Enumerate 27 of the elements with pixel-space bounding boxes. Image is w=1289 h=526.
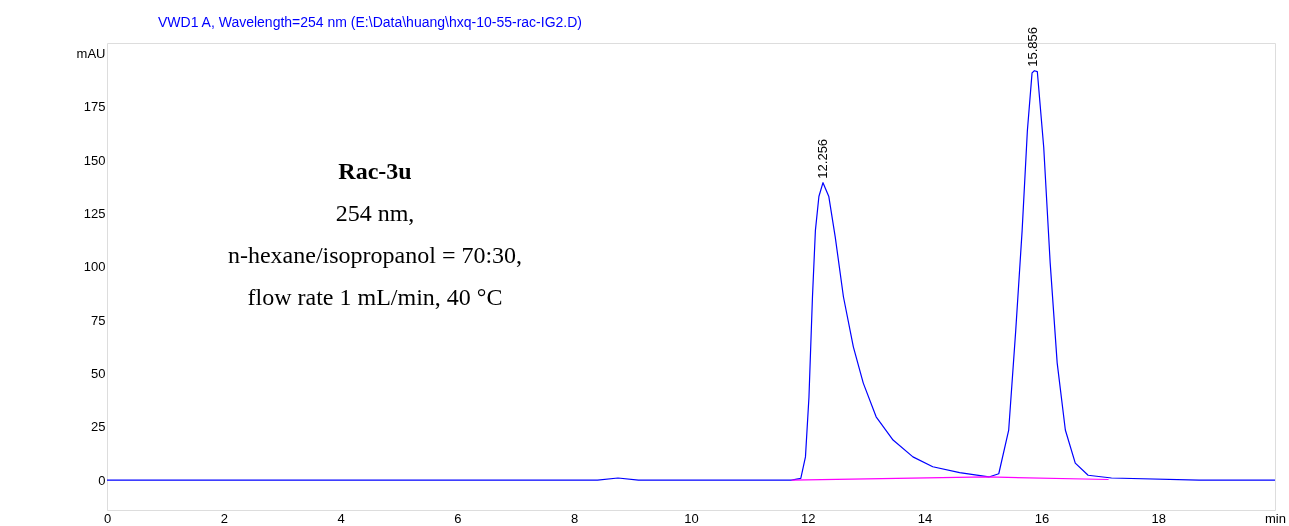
x-tick-label: 8 [571, 510, 579, 526]
x-tick-label: 4 [337, 510, 345, 526]
y-tick-label: mAU [76, 46, 106, 62]
y-tick-label: 50 [91, 366, 106, 382]
x-tick-label: 10 [684, 510, 699, 526]
x-tick-label: 16 [1034, 510, 1050, 526]
annotation: 254 nm, [335, 200, 415, 226]
y-tick-label: 75 [91, 312, 106, 328]
x-tick-label: 18 [1151, 510, 1166, 526]
x-tick-label: min [1265, 510, 1286, 526]
y-tick-label: 100 [83, 259, 106, 275]
annotation: n-hexane/isopropanol = 70:30, [227, 242, 523, 268]
x-tick-label: 14 [917, 510, 933, 526]
chart-title: VWD1 A, Wavelength=254 nm (E:\Data\huang\hxq-10-55-rac-IG2.D) [158, 14, 582, 30]
y-tick-label: 0 [98, 472, 106, 488]
y-tick-label: 175 [83, 99, 106, 115]
line-series [107, 70, 1275, 481]
y-tick-label: 125 [83, 206, 106, 222]
annotation: Rac-3u [338, 158, 412, 184]
annotation: flow rate 1 mL/min, 40 °C [247, 284, 503, 310]
annotation: 12.256 [814, 138, 830, 179]
annotation: 15.856 [1024, 26, 1040, 67]
x-tick-label: 2 [220, 510, 228, 526]
y-tick-label: 25 [91, 419, 106, 435]
x-tick-label: 12 [801, 510, 816, 526]
x-tick-label: 6 [454, 510, 462, 526]
y-tick-label: 150 [83, 152, 106, 168]
